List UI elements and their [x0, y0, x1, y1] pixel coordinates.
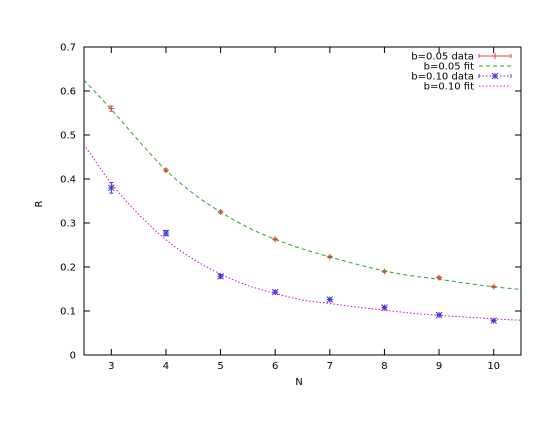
data-point [108, 105, 115, 112]
x-tick-label: 5 [217, 361, 223, 372]
x-tick-label: 4 [163, 361, 169, 372]
x-tick-label: 7 [327, 361, 333, 372]
x-tick-label: 9 [436, 361, 442, 372]
legend-label: b=0.10 data [411, 72, 474, 83]
marker-stroke [491, 72, 499, 80]
axes: 3 4 5 6 7 8 9 10 0 0.1 0.2 0.3 0.4 0.5 0.6 0.7 [60, 43, 522, 372]
legend-label: b=0.05 fit [424, 62, 474, 73]
y-tick-label: 0.6 [60, 87, 76, 98]
y-tick-label: 0.3 [60, 219, 76, 230]
data-point [326, 296, 334, 303]
legend-label: b=0.05 data [411, 52, 474, 63]
x-tick-label: 8 [381, 361, 387, 372]
marker-stroke [490, 317, 498, 325]
legend-label: b=0.10 fit [424, 82, 474, 93]
fit-curve-line [83, 144, 522, 321]
series-1 [83, 79, 522, 290]
series-0 [108, 105, 497, 290]
x-tick-label: 6 [272, 361, 278, 372]
x-tick-label: 10 [487, 361, 500, 372]
legend-marker [492, 53, 498, 59]
y-tick-label: 0.7 [60, 43, 76, 54]
y-tick-label: 0.5 [60, 131, 76, 142]
y-tick-label: 0 [70, 351, 76, 362]
series-2 [107, 182, 498, 325]
series-layer [83, 79, 522, 325]
legend-marker [491, 72, 499, 80]
data-point [272, 236, 279, 243]
data-point [217, 272, 224, 280]
series-3 [83, 144, 522, 321]
y-axis-label: R [34, 200, 45, 207]
y-tick-label: 0.4 [60, 175, 76, 186]
data-point [107, 184, 115, 192]
marker-stroke [217, 272, 224, 280]
marker-stroke [326, 296, 334, 303]
x-axis-label: N [295, 377, 302, 388]
y-tick-label: 0.2 [60, 263, 76, 274]
marker-stroke [271, 288, 279, 296]
y-tick-label: 0.1 [60, 307, 76, 318]
x-tick-label: 3 [108, 361, 114, 372]
fit-curve-line [83, 79, 522, 290]
plot-frame [83, 46, 522, 356]
data-point [271, 288, 279, 296]
data-point [162, 229, 170, 237]
marker-stroke [162, 229, 170, 237]
